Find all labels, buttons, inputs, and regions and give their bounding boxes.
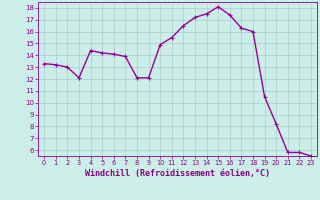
X-axis label: Windchill (Refroidissement éolien,°C): Windchill (Refroidissement éolien,°C) [85, 169, 270, 178]
